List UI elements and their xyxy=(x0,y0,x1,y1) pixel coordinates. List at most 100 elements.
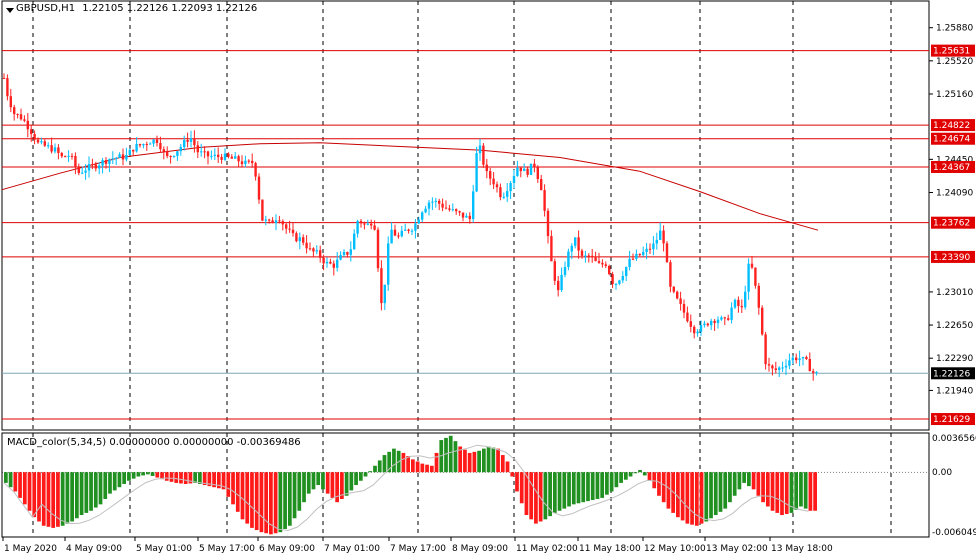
candle-body xyxy=(757,285,760,308)
candle-body xyxy=(23,119,26,121)
candle-body xyxy=(417,219,420,224)
candle-body xyxy=(121,154,125,160)
candle-body xyxy=(26,120,29,130)
level-badge-label: 1.24674 xyxy=(933,135,970,145)
candle-body xyxy=(771,365,774,369)
candle-body xyxy=(162,149,165,152)
macd-histogram-bar xyxy=(41,472,46,526)
candle-body xyxy=(101,160,104,166)
symbol-dropdown-icon[interactable] xyxy=(6,8,14,13)
candle-body xyxy=(370,223,373,226)
time-axis-label: 6 May 09:00 xyxy=(259,544,315,554)
macd-histogram-bar xyxy=(723,472,728,509)
level-badge xyxy=(931,132,975,145)
macd-histogram-bar xyxy=(486,446,491,473)
candle-body xyxy=(815,371,818,373)
candle-body xyxy=(604,264,607,267)
candle-body xyxy=(492,178,495,185)
candle-body xyxy=(220,156,223,160)
macd-histogram-bar xyxy=(680,472,685,521)
macd-histogram-bar xyxy=(377,460,382,473)
candle-body xyxy=(230,156,233,159)
candle-body xyxy=(400,230,403,237)
candle-body xyxy=(390,229,393,244)
macd-axis-label: 0.00 xyxy=(932,468,952,478)
candle-body xyxy=(189,138,193,142)
macd-histogram-bar xyxy=(122,472,127,484)
macd-histogram-bar xyxy=(340,472,344,499)
macd-histogram-bar xyxy=(614,472,619,488)
macd-histogram-bar xyxy=(543,472,548,520)
candle-body xyxy=(733,299,737,308)
candle-body xyxy=(502,196,505,198)
candle-body xyxy=(574,237,577,246)
candle-body xyxy=(468,215,471,220)
candle-body xyxy=(642,252,645,256)
candle-body xyxy=(625,267,628,277)
macd-histogram-bar xyxy=(37,472,41,522)
candle-body xyxy=(200,151,203,153)
macd-histogram-bar xyxy=(557,472,562,511)
macd-histogram-bar xyxy=(803,472,808,509)
candle-body xyxy=(104,160,108,164)
macd-histogram-bar xyxy=(330,472,335,498)
macd-histogram-bar xyxy=(590,472,595,501)
candle-body xyxy=(740,306,743,308)
candle-body xyxy=(257,176,261,200)
macd-histogram-bar xyxy=(93,472,98,508)
macd-histogram-bar xyxy=(713,472,718,516)
candle-body xyxy=(781,367,784,369)
candle-body xyxy=(322,257,325,264)
candle-body xyxy=(149,143,152,145)
macd-histogram-bar xyxy=(98,472,103,505)
macd-histogram-bar xyxy=(117,472,122,488)
macd-histogram-bar xyxy=(709,472,713,519)
macd-histogram-bar xyxy=(472,451,477,473)
macd-histogram-bar xyxy=(623,472,628,480)
candle-body xyxy=(60,153,63,157)
macd-histogram-bar xyxy=(70,472,74,522)
macd-histogram-bar xyxy=(718,472,723,512)
candle-body xyxy=(247,160,250,162)
ohlc-values: 1.22105 1.22126 1.22093 1.22126 xyxy=(82,3,258,14)
candle-body xyxy=(635,253,638,259)
candle-body xyxy=(36,139,40,143)
candle-body xyxy=(485,164,488,172)
candle-body xyxy=(234,156,237,159)
candle-body xyxy=(710,320,713,326)
macd-histogram-bar xyxy=(784,472,789,514)
candle-body xyxy=(495,184,499,188)
macd-histogram-bar xyxy=(510,472,515,477)
macd-histogram-bar xyxy=(103,472,108,499)
candle-body xyxy=(77,167,80,174)
macd-histogram-bar xyxy=(429,465,434,473)
candle-body xyxy=(2,78,6,80)
macd-histogram-bar xyxy=(633,472,638,474)
candle-body xyxy=(319,250,322,258)
macd-histogram-bar xyxy=(638,470,642,473)
candle-body xyxy=(353,233,356,250)
candle-body xyxy=(346,251,349,255)
candle-body xyxy=(750,263,754,268)
candle-body xyxy=(706,323,709,326)
candle-body xyxy=(455,209,458,212)
macd-header: MACD_color(5,34,5) 0.00000000 0.00000000… xyxy=(7,437,301,448)
candle-body xyxy=(509,182,512,192)
macd-histogram-bar xyxy=(477,450,481,473)
candle-body xyxy=(308,248,312,250)
macd-histogram-bar xyxy=(13,472,18,492)
macd-histogram-bar xyxy=(458,446,463,473)
candle-body xyxy=(662,230,665,244)
macd-histogram-bar xyxy=(145,472,150,475)
macd-histogram-bar xyxy=(434,452,439,473)
candle-body xyxy=(784,365,788,368)
macd-histogram-bar xyxy=(264,472,269,534)
macd-histogram-bar xyxy=(8,472,13,488)
macd-histogram-bar xyxy=(605,472,609,495)
macd-histogram-bar xyxy=(751,472,756,490)
candle-body xyxy=(621,276,624,281)
candle-body xyxy=(465,215,468,218)
macd-histogram-bar xyxy=(571,472,576,505)
candle-body xyxy=(380,268,383,304)
macd-histogram-bar xyxy=(150,472,155,476)
